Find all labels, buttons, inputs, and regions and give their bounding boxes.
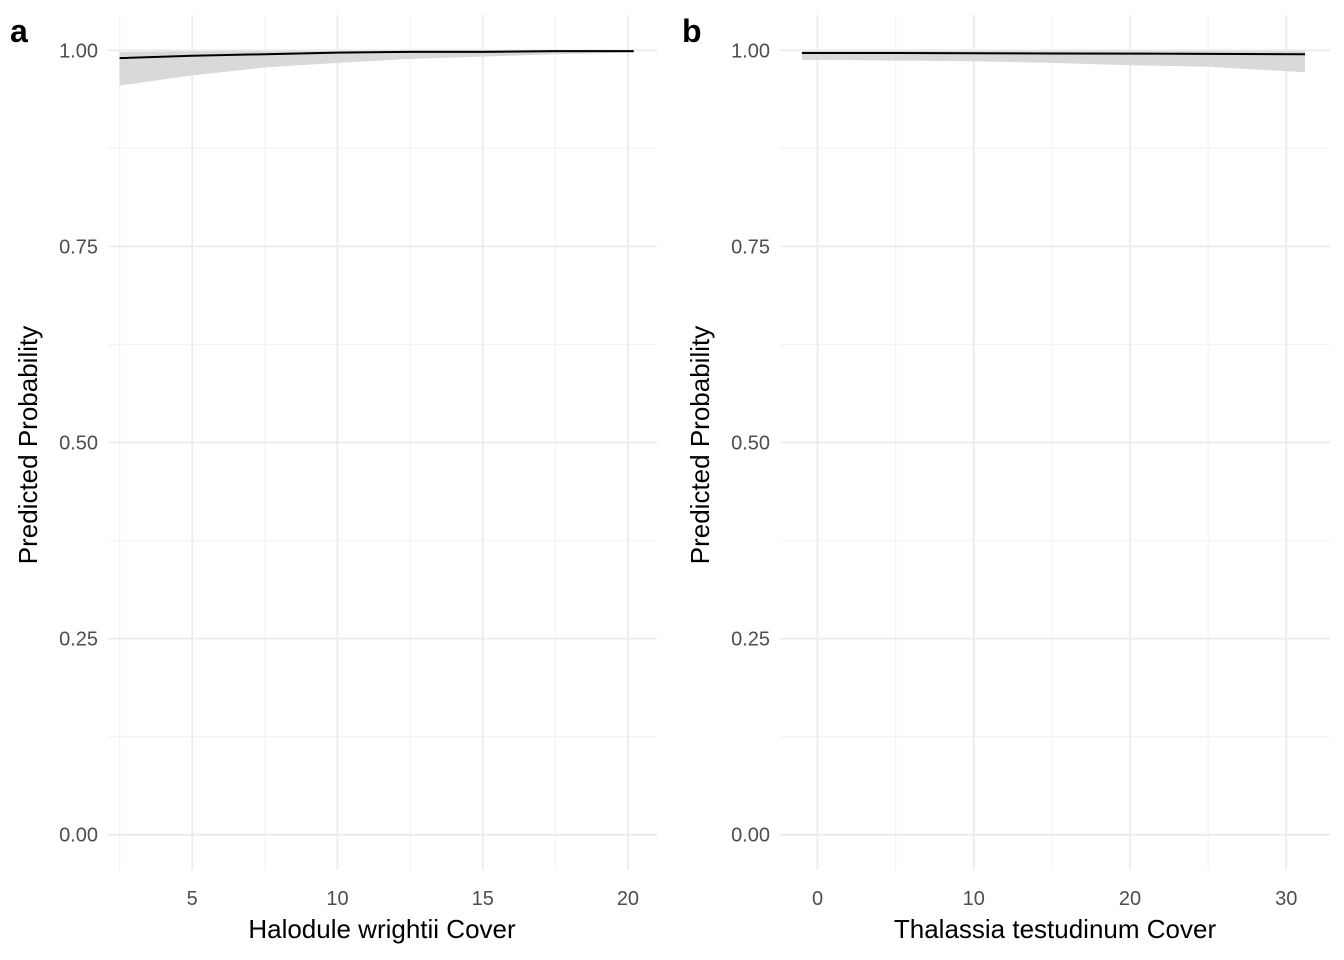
panel-a-tag: a — [10, 13, 28, 49]
panel-b-x-tick-label: 0 — [812, 888, 823, 910]
panel-b-y-tick-label: 0.25 — [731, 629, 770, 651]
panel-b-confidence-ribbon-0 — [801, 51, 1305, 73]
panel-a-y-tick-label: 0.00 — [59, 825, 98, 847]
panel-b-tick-labels: 0 10 20 30 0.00 0.25 0.50 0.75 1.00 — [731, 40, 1297, 910]
panel-b-x-tick-label: 30 — [1275, 888, 1297, 910]
panel-a-prediction-line-0 — [119, 50, 634, 60]
panel-b-x-tick-label: 20 — [1119, 888, 1141, 910]
panel-a-x-tick-label: 10 — [326, 888, 348, 910]
panel-a-y-axis-title: Predicted Probability — [13, 326, 43, 564]
panel-b-prediction-line-0 — [801, 52, 1306, 56]
panel-b-y-tick-label: 0.00 — [731, 825, 770, 847]
panel-a-tick-labels: 5 10 15 20 0.00 0.25 0.50 0.75 1.00 — [59, 40, 639, 910]
panel-a-confidence-ribbon-0 — [119, 50, 634, 86]
panel-b-x-tick-label: 10 — [963, 888, 985, 910]
panel-a-y-tick-label: 0.25 — [59, 629, 98, 651]
panel-a-x-tick-label: 15 — [472, 888, 494, 910]
panel-b-y-tick-label: 0.50 — [731, 433, 770, 455]
panel-a-y-tick-label: 0.75 — [59, 236, 98, 258]
panel-b-grid — [780, 15, 1330, 870]
panel-b-y-tick-label: 1.00 — [731, 40, 770, 62]
panel-b-x-axis-title: Thalassia testudinum Cover — [894, 914, 1217, 944]
panel-a-grid — [108, 15, 657, 870]
panel-a-y-tick-label: 0.50 — [59, 433, 98, 455]
panel-a-x-tick-label: 20 — [617, 888, 639, 910]
panel-b-tag: b — [682, 13, 702, 49]
panel-b-y-axis-title: Predicted Probability — [685, 326, 715, 564]
panel-a-x-axis-title: Halodule wrightii Cover — [248, 914, 516, 944]
panel-b-marks — [801, 51, 1306, 73]
panel-a-marks — [119, 50, 634, 86]
panel-a-y-tick-label: 1.00 — [59, 40, 98, 62]
panel-b: 0 10 20 30 0.00 0.25 0.50 0.75 1.00 b Thalassia … — [682, 13, 1330, 944]
panel-a-x-tick-label: 5 — [187, 888, 198, 910]
panel-b-y-tick-label: 0.75 — [731, 236, 770, 258]
panel-a: 5 10 15 20 0.00 0.25 0.50 0.75 1.00 a Halodule w… — [10, 13, 657, 944]
